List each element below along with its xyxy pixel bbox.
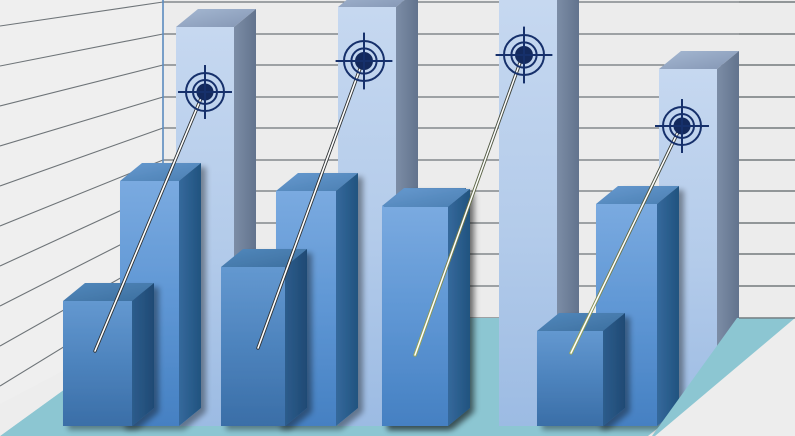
stage-right-background (655, 318, 795, 436)
front-bar-4[interactable] (537, 313, 625, 426)
target-marker-3[interactable] (495, 26, 553, 84)
growth-arrow-1 (93, 94, 204, 353)
front-bar-1[interactable] (63, 283, 154, 426)
growth-arrow-3 (413, 58, 523, 357)
growth-arrow-4 (569, 128, 681, 355)
mid-bar-3-tall[interactable] (383, 189, 470, 426)
target-marker-1[interactable] (178, 65, 232, 119)
target-marker-2[interactable] (335, 32, 393, 90)
front-bar-2[interactable] (221, 249, 307, 426)
bar-group-front-row (63, 249, 625, 426)
growth-arrow-2 (256, 64, 363, 350)
growth-arrows (93, 58, 681, 357)
back-wall-gridlines-right (739, 1, 795, 319)
target-marker-4[interactable] (655, 99, 709, 153)
target-markers (178, 26, 709, 153)
back-bar-3[interactable] (499, 0, 579, 426)
